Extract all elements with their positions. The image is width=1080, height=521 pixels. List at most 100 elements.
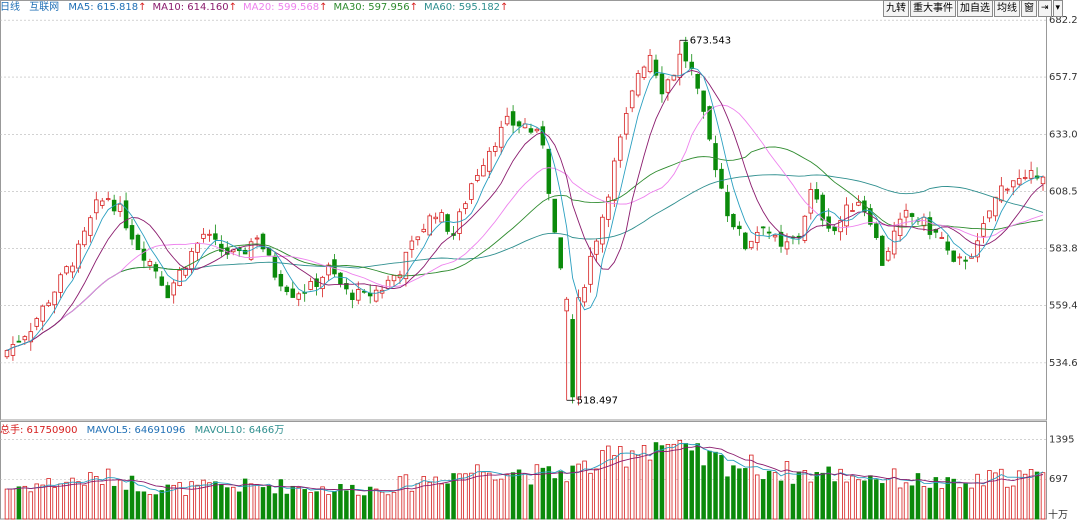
volume-bar	[242, 478, 248, 520]
volume-bar	[46, 478, 51, 520]
moving-average-button[interactable]: 均线	[994, 0, 1020, 17]
candle-body	[945, 241, 951, 251]
candle-body	[623, 113, 629, 135]
candle-body	[850, 210, 855, 212]
volume-bar	[391, 491, 397, 520]
volume-bar	[82, 484, 87, 520]
candle-body	[415, 236, 421, 241]
candle-body	[808, 189, 814, 214]
candle-body	[445, 214, 450, 232]
candle-body	[689, 61, 694, 70]
volume-bar	[64, 481, 69, 520]
mavol5-line	[6, 443, 1044, 494]
volume-bar	[778, 480, 784, 520]
candle-body	[28, 331, 34, 343]
candle-body	[296, 293, 301, 300]
volume-bar	[123, 489, 129, 520]
price-pane-frame	[0, 0, 1047, 421]
ma-legend-item: MA60: 595.182↑	[423, 2, 509, 13]
volume-bar	[790, 483, 796, 520]
volume-bar	[326, 494, 331, 520]
volume-bar	[475, 464, 480, 520]
period-label[interactable]: 日线	[0, 2, 20, 13]
volume-bar	[1034, 471, 1040, 520]
candle-body	[52, 291, 57, 306]
volume-bar	[254, 484, 260, 520]
volume-bar	[522, 473, 528, 520]
volume-bar	[885, 478, 891, 520]
volume-bar	[111, 485, 117, 520]
volume-bar	[516, 469, 522, 520]
volume-bar	[612, 455, 617, 520]
candle-body	[70, 265, 75, 273]
volume-bar	[891, 468, 897, 520]
candle-body	[10, 344, 16, 356]
volume-bar	[504, 474, 510, 520]
candle-body	[820, 194, 825, 221]
volume-bar	[230, 486, 236, 520]
candle-body	[260, 233, 266, 250]
volume-bar	[897, 487, 903, 520]
candle-body	[856, 201, 861, 206]
volume-bar	[707, 450, 712, 520]
volume-bar	[236, 491, 242, 520]
candle-body	[749, 240, 754, 249]
candle-body	[284, 286, 290, 293]
window-button[interactable]: 窗	[1021, 0, 1037, 17]
candle-body	[344, 283, 349, 290]
mavol10-line	[6, 445, 1044, 492]
candle-body	[40, 305, 45, 322]
candle-body	[88, 217, 93, 236]
candle-body	[272, 255, 278, 278]
volume-bar	[76, 481, 81, 520]
price-header: 日线 互联网 MA5: 615.818↑ MA10: 614.160↑ MA20: …	[0, 0, 520, 16]
volume-bar	[1028, 469, 1034, 520]
volume-bar	[802, 470, 808, 520]
chevron-down-icon[interactable]: ▾	[1052, 0, 1064, 17]
volume-bar	[195, 484, 200, 520]
add-watchlist-button[interactable]: 加自选	[957, 0, 993, 17]
candle-body	[504, 115, 510, 125]
candle-body	[606, 196, 611, 220]
candle-body	[677, 53, 683, 78]
volume-bar	[850, 475, 855, 520]
candle-body	[760, 226, 766, 229]
candle-body	[439, 212, 444, 223]
volume-bar	[58, 483, 63, 520]
candle-body	[105, 198, 111, 200]
candle-body	[177, 269, 182, 287]
volume-bar	[844, 481, 849, 520]
volume-bar	[373, 488, 379, 520]
major-events-button[interactable]: 重大事件	[910, 0, 956, 17]
candle-body	[665, 79, 671, 93]
volume-bar	[975, 473, 980, 520]
volume-bar	[635, 454, 641, 520]
volume-bar	[177, 482, 182, 520]
candle-body	[814, 189, 820, 200]
candle-body	[594, 240, 599, 255]
volume-bar	[159, 490, 165, 520]
volume-bar	[731, 465, 736, 520]
volume-bar	[868, 475, 873, 520]
candle-body	[46, 302, 51, 307]
candle-body	[1040, 176, 1046, 185]
volume-bar	[105, 468, 111, 520]
candle-body	[278, 273, 284, 287]
volume-bar	[1005, 486, 1010, 520]
candle-body	[213, 233, 218, 240]
volume-bar	[28, 491, 34, 520]
mavol5-label: MAVOL5: 64691096	[86, 425, 186, 436]
price-tick-label: 534.6	[1049, 358, 1078, 369]
volume-bar	[278, 479, 284, 520]
pin-icon[interactable]: ⇥	[1038, 0, 1052, 17]
jiuzhuan-button[interactable]: 九转	[883, 0, 909, 17]
price-tick-label: 559.4	[1049, 300, 1078, 311]
volume-bar	[677, 439, 683, 520]
volume-bar	[356, 494, 361, 520]
volume-bar	[981, 485, 986, 520]
candle-body	[754, 231, 760, 243]
volume-bar	[987, 470, 992, 520]
toolbar: 九转 重大事件 加自选 均线 窗 ⇥ ▾	[883, 0, 1064, 17]
volume-bar	[415, 483, 421, 520]
volume-bar	[743, 468, 748, 520]
